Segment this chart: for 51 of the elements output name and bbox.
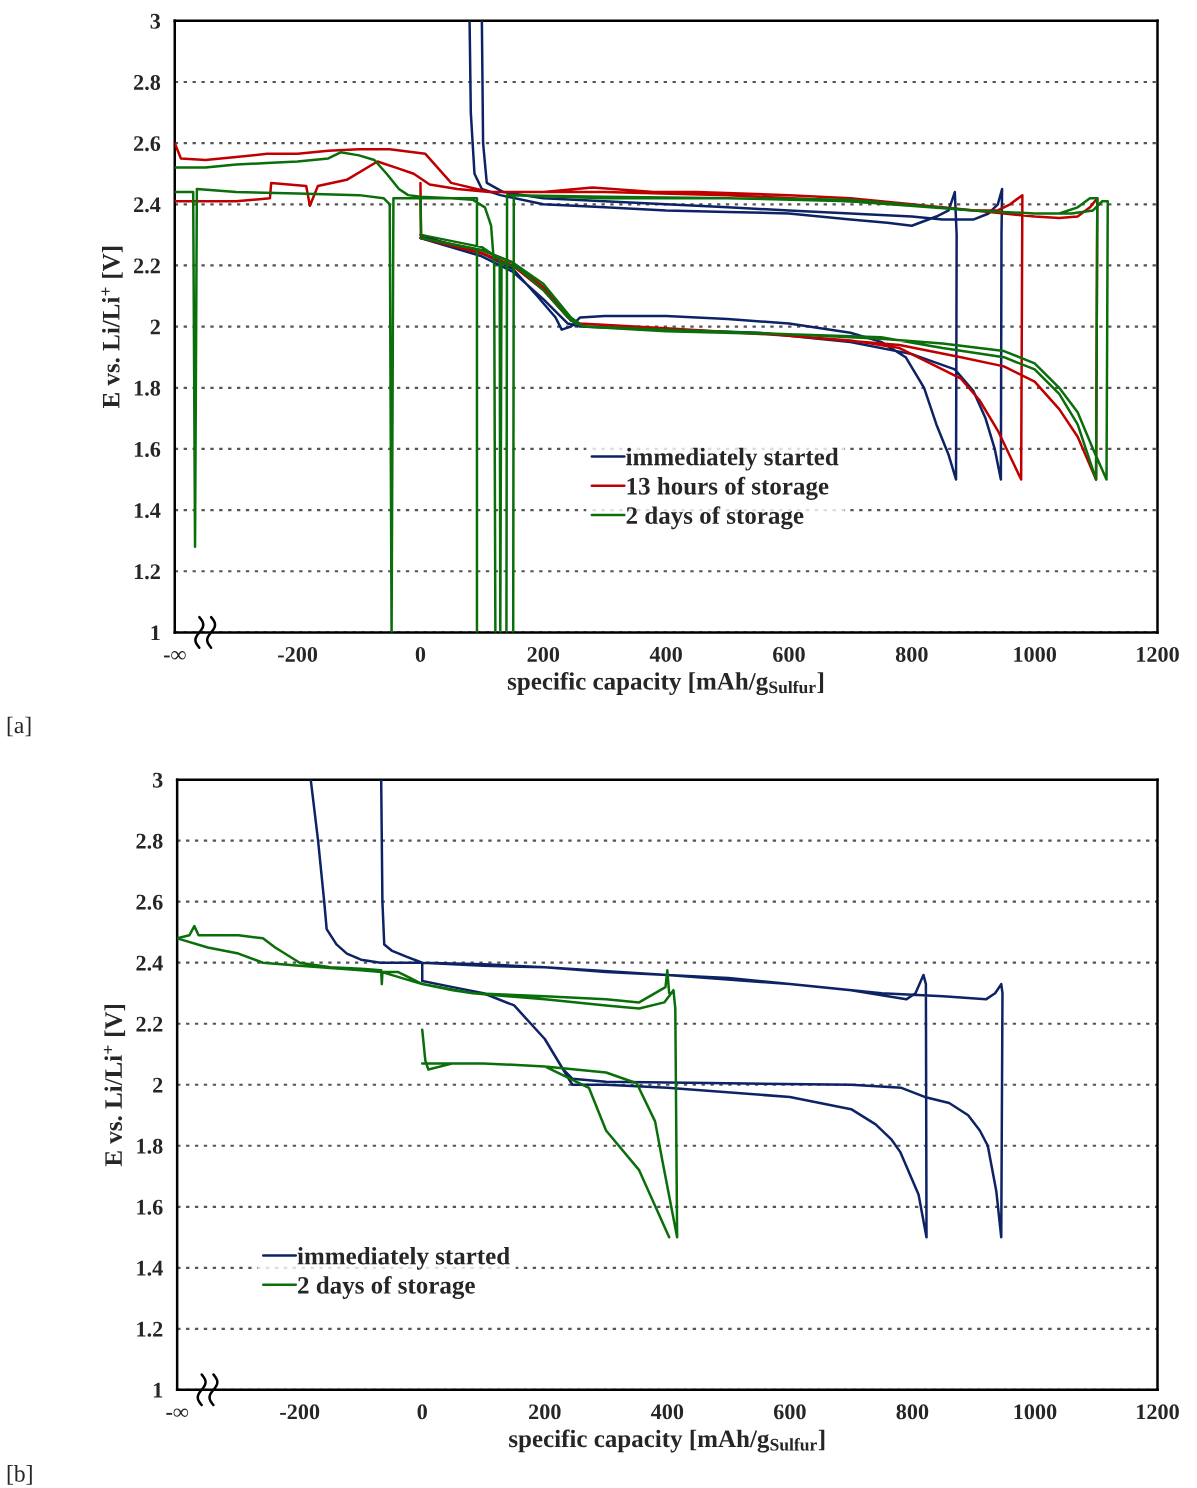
y-tick-label: 1.4 [137, 1260, 163, 1276]
x-tick-label: 0 [417, 1404, 427, 1420]
legend-label: immediately started [626, 447, 839, 471]
x-tick-label: -200 [278, 646, 318, 662]
x-tick-label: 800 [896, 1404, 929, 1420]
y-tick-label: 3 [152, 772, 163, 788]
x-tick-label: 1200 [1137, 646, 1179, 662]
y-tick-label: 2.6 [136, 894, 163, 910]
x-tick-label: -∞ [163, 651, 186, 660]
y-axis-title: E vs. Li/Li$^{+}$ [V] [101, 246, 123, 409]
text: [b] [7, 1465, 32, 1485]
x-tick-label: 200 [529, 1404, 561, 1420]
x-tick-label: 1000 [1014, 646, 1057, 662]
y-tick-label: 1.2 [134, 564, 160, 580]
y-tick-label: 1.8 [137, 1138, 163, 1154]
y-axis-title: E vs. Li/Li$^{+}$ [V] [103, 1004, 126, 1167]
x-tick-label: 600 [773, 1404, 806, 1420]
y-tick-label: 2 [153, 1077, 163, 1093]
x-axis-title: specific capacity [mAh/g$_{Sulfur}$] [507, 672, 824, 696]
y-tick-label: 2.8 [134, 74, 161, 91]
y-tick-label: 1.4 [134, 503, 161, 519]
y-tick-label: 1.2 [137, 1321, 163, 1337]
y-tick-label: 2.4 [136, 955, 163, 971]
x-axis-title: specific capacity [mAh/g$_{Sulfur}$] [509, 1429, 825, 1453]
y-tick-label: 1 [151, 625, 160, 641]
y-tick-label: 3 [150, 13, 161, 29]
legend-label: 13 hours of storage [627, 476, 829, 500]
legend-label: 2 days of storage [298, 1275, 475, 1300]
y-tick-label: 1 [153, 1382, 163, 1398]
x-tick-label: -∞ [166, 1408, 189, 1417]
x-tick-label: 600 [773, 646, 805, 662]
x-tick-label: 200 [527, 646, 560, 662]
x-tick-label: 800 [895, 646, 928, 662]
y-tick-label: 2 [150, 319, 160, 335]
y-tick-label: 2.2 [134, 258, 160, 274]
y-tick-label: 2.2 [136, 1016, 163, 1032]
y-tick-label: 2.6 [134, 136, 161, 152]
text: [a] [7, 716, 31, 737]
x-tick-label: 1200 [1137, 1404, 1179, 1420]
x-tick-label: 1000 [1014, 1404, 1057, 1420]
x-tick-label: -200 [280, 1404, 320, 1420]
x-tick-label: 400 [650, 1404, 684, 1420]
y-tick-label: 1.6 [137, 1199, 163, 1215]
x-tick-label: 0 [415, 646, 426, 662]
legend-label: 2 days of storage [626, 506, 804, 530]
y-tick-label: 1.6 [134, 441, 161, 457]
x-tick-label: 400 [649, 646, 682, 662]
y-tick-label: 1.8 [134, 380, 161, 396]
y-tick-label: 2.4 [134, 197, 161, 213]
y-tick-label: 2.8 [136, 833, 163, 849]
legend-label: immediately started [297, 1246, 510, 1270]
